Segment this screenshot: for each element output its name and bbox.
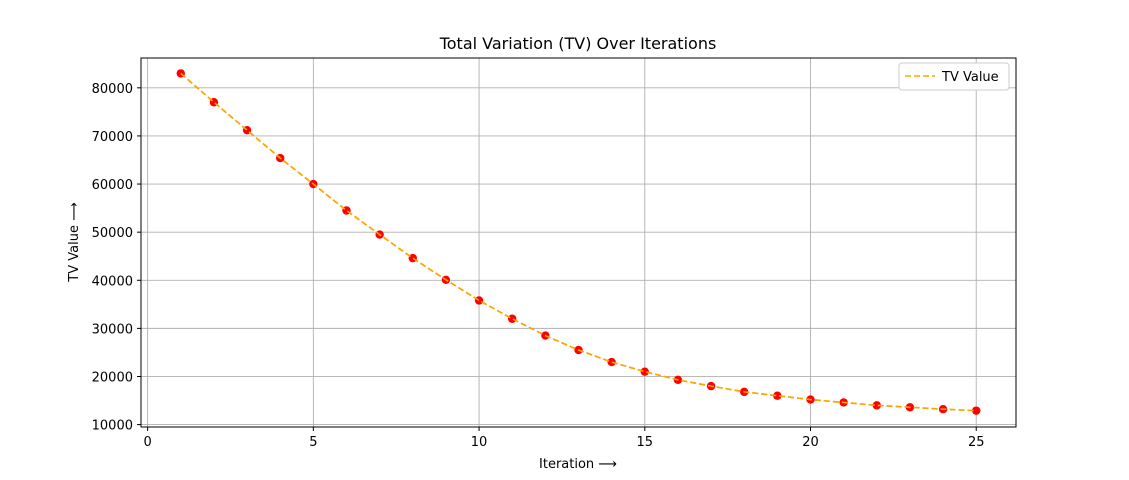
x-axis-label: Iteration ⟶	[539, 457, 617, 472]
series-line	[180, 72, 977, 412]
x-tick-label: 5	[309, 435, 317, 450]
data-point	[640, 367, 649, 376]
y-tick-label: 20000	[92, 370, 133, 385]
data-point	[872, 401, 881, 410]
data-point	[607, 357, 616, 367]
grid	[141, 58, 1016, 427]
plot-frame	[140, 57, 1017, 428]
y-tick-label: 30000	[92, 322, 133, 337]
y-tick-label: 70000	[92, 130, 133, 145]
axes: 0 5 10 15 20 25 10000 20000 30000 40000 50000 60000…	[92, 57, 1017, 450]
data-point	[773, 391, 782, 400]
x-tick-label: 15	[637, 435, 654, 450]
legend: TV Value	[898, 62, 1010, 91]
y-tick-label: 10000	[92, 419, 133, 434]
y-tick-label: 50000	[92, 226, 133, 241]
y-tick-label: 80000	[92, 82, 133, 97]
y-axis-label: TV Value ⟶	[67, 202, 82, 282]
x-tick-label: 0	[143, 435, 151, 450]
data-point	[508, 314, 517, 323]
data-point	[972, 406, 981, 415]
legend-label: TV Value	[941, 70, 999, 85]
x-tick-label: 10	[471, 435, 488, 450]
legend-box	[898, 62, 1010, 91]
x-tick-label: 20	[802, 435, 819, 450]
chart-title: Total Variation (TV) Over Iterations	[439, 34, 717, 53]
x-tick-label: 25	[968, 435, 985, 450]
series-line-overlay	[180, 72, 977, 412]
data-point	[474, 296, 484, 305]
series	[176, 69, 981, 415]
y-tick-label: 60000	[92, 178, 133, 193]
y-tick-label: 40000	[92, 274, 133, 289]
